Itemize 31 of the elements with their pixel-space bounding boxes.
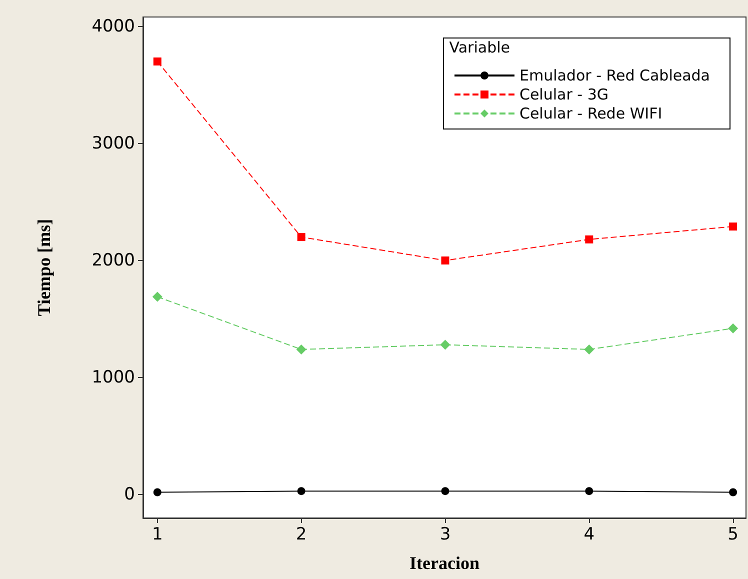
point (152, 292, 162, 302)
point (441, 256, 450, 264)
point (585, 487, 594, 496)
point (296, 344, 306, 354)
point (729, 222, 738, 231)
point (729, 488, 738, 496)
point (440, 340, 450, 350)
y-tick-label: 1000 (92, 368, 135, 388)
point (297, 487, 306, 496)
legend-label: Celular - 3G (519, 86, 609, 104)
point (584, 344, 594, 354)
point (297, 233, 306, 242)
x-tick-label: 5 (728, 524, 738, 544)
y-tick-label: 0 (124, 484, 135, 505)
point (585, 235, 594, 244)
point (153, 488, 162, 496)
x-axis-title: Iteracion (410, 553, 480, 573)
x-tick-label: 1 (152, 524, 163, 544)
legend-label: Emulador - Red Cableada (519, 66, 710, 84)
y-tick-label: 4000 (92, 16, 135, 36)
point (728, 323, 738, 334)
y-tick-label: 3000 (92, 133, 135, 154)
point (153, 57, 162, 66)
x-tick-label: 3 (440, 524, 451, 544)
y-tick-label: 2000 (92, 250, 135, 270)
y-axis-title: Tiempo [ms] (34, 218, 54, 316)
point (441, 487, 450, 496)
x-tick-label: 4 (584, 524, 595, 544)
legend-title: Variable (449, 38, 510, 56)
legend-label: Celular - Rede WIFI (519, 104, 662, 122)
x-tick-label: 2 (296, 524, 307, 544)
